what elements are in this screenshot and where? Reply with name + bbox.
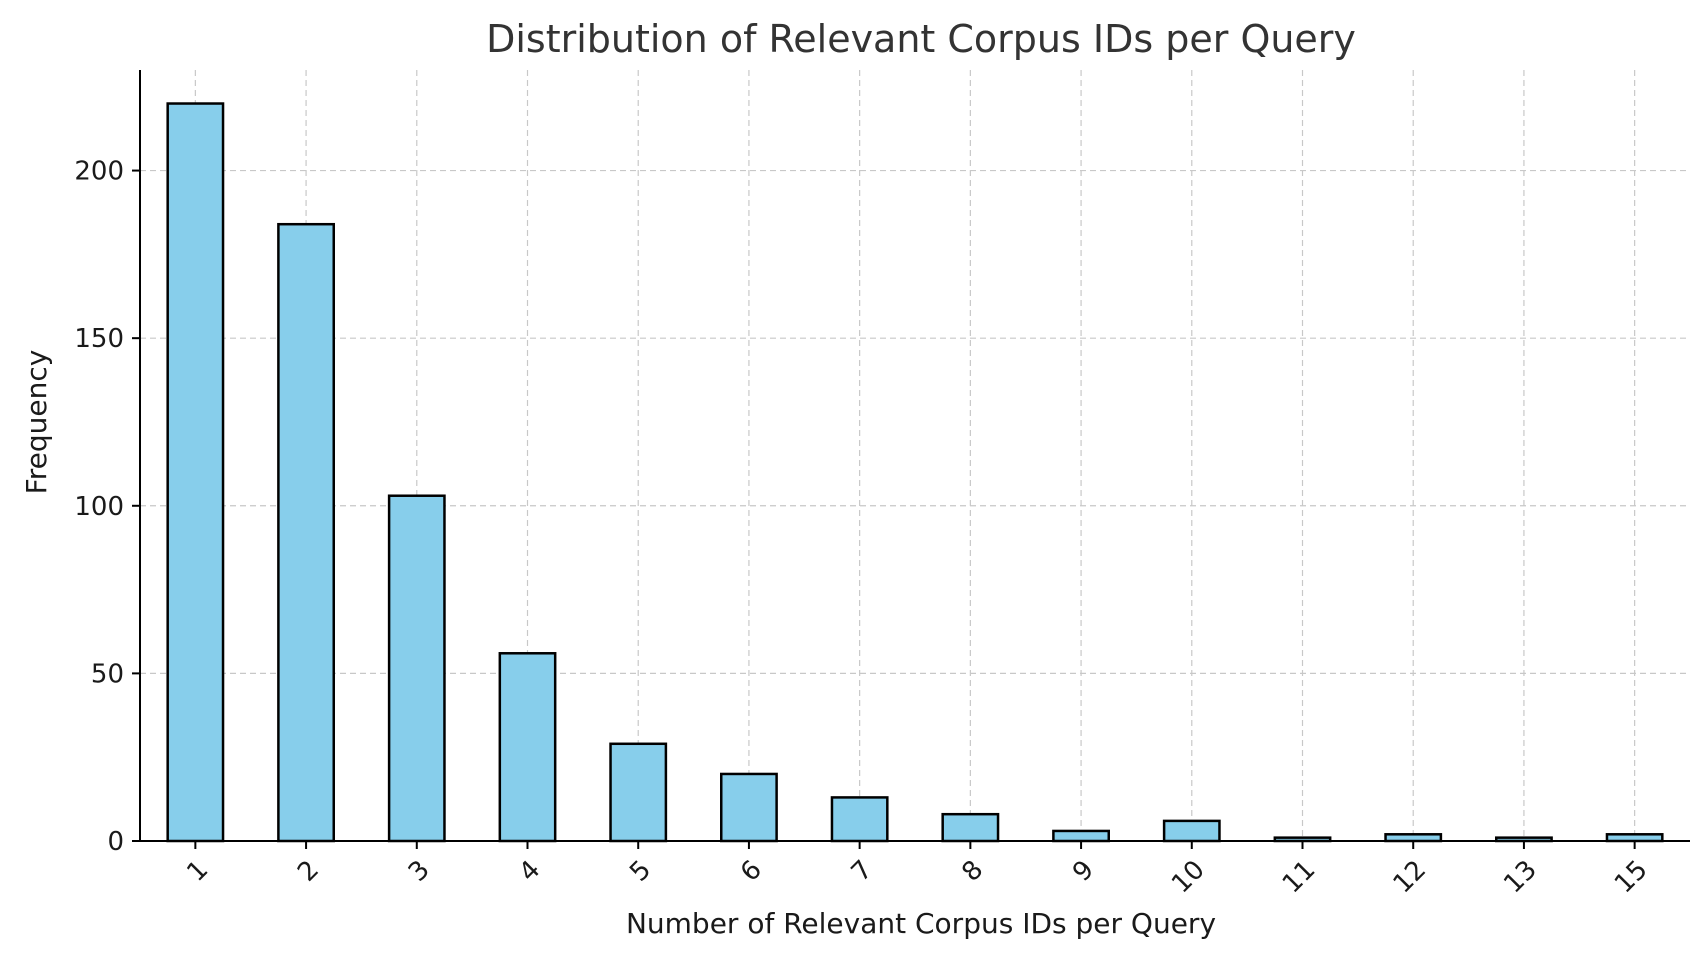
x-tick-label: 6 [735,855,768,888]
x-tick-label: 12 [1388,855,1433,900]
bar-7 [830,796,889,843]
axes [132,70,1690,849]
y-tick-label: 50 [91,659,124,689]
y-tick-label: 0 [107,827,124,857]
x-tick-label: 13 [1498,855,1543,900]
x-tick-label: 9 [1067,855,1100,888]
grid [140,70,1690,841]
x-tick-label: 2 [292,855,325,888]
bar-3 [387,494,446,843]
x-tick-label: 4 [514,855,547,888]
y-tick-label: 200 [74,157,124,187]
x-axis-label: Number of Relevant Corpus IDs per Query [626,907,1216,940]
x-tick-label: 15 [1609,855,1654,900]
bar-6 [720,772,778,843]
bar-5 [609,742,668,843]
chart-title: Distribution of Relevant Corpus IDs per … [486,17,1356,61]
bar-12 [1384,833,1443,843]
y-tick-label: 100 [74,492,124,522]
y-axis-label: Frequency [20,350,53,495]
x-tick-label: 1 [181,855,214,888]
bar-9 [1052,829,1110,843]
x-tick-label: 10 [1166,855,1211,900]
y-tick-label: 150 [74,324,124,354]
x-tick-label: 5 [624,855,657,888]
bar-15 [1605,833,1664,843]
x-tick-label: 8 [956,855,989,888]
bars [166,102,1664,843]
bar-2 [277,222,335,843]
bar-4 [498,652,557,843]
x-tick-label: 11 [1277,855,1322,900]
bar-10 [1162,819,1221,843]
x-tick-label: 3 [403,855,436,888]
bar-1 [166,102,225,843]
x-tick-label: 7 [846,855,879,888]
bar-8 [941,812,1000,843]
